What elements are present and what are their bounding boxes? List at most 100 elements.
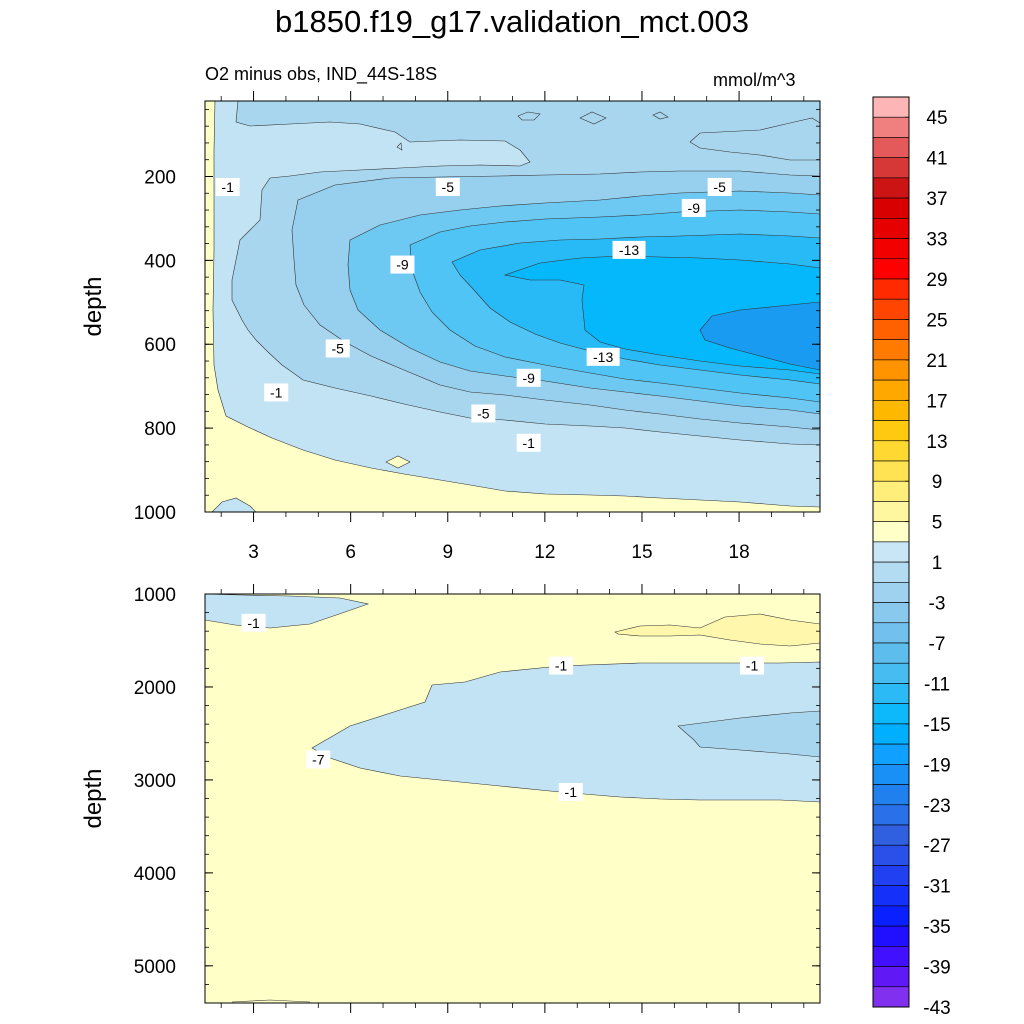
contour-label-bg	[740, 656, 765, 675]
chart-subtitle: O2 minus obs, IND_44S-18S	[205, 64, 438, 84]
colorbar-swatch	[872, 642, 910, 664]
colorbar-label: 13	[926, 432, 947, 453]
contour-label-bg	[435, 177, 460, 196]
colorbar-label: 9	[932, 472, 943, 493]
colorbar-label: -43	[923, 998, 950, 1019]
contour-label-bg	[215, 177, 240, 196]
colorbar-label: -19	[923, 755, 950, 776]
colorbar-swatch	[872, 622, 910, 644]
x-tick-label: 15	[631, 542, 652, 563]
colorbar-label: 41	[926, 149, 947, 170]
colorbar-swatch	[872, 521, 910, 543]
small-contour-c	[652, 111, 669, 120]
y-axis-title: depth	[80, 276, 107, 336]
small-contour-e	[211, 497, 257, 512]
colorbar-swatch	[872, 561, 910, 583]
colorbar-swatch	[872, 743, 910, 765]
small-contour-a	[517, 111, 541, 121]
chart-title: b1850.f19_g17.validation_mct.003	[275, 4, 749, 39]
colorbar-swatch	[872, 703, 910, 725]
colorbar-swatch	[872, 319, 910, 340]
contour-label-bg	[612, 240, 646, 259]
contour-label: -1	[522, 435, 535, 451]
colorbar-swatch	[872, 784, 910, 806]
colorbar-label: -23	[923, 796, 950, 817]
colorbar-swatch	[872, 824, 910, 846]
level-neg3-deep-tongue	[677, 710, 820, 758]
colorbar-label: 29	[926, 270, 947, 291]
colorbar-swatch	[872, 258, 910, 280]
small-contour-d	[385, 455, 411, 469]
x-tick-label: 12	[534, 542, 555, 563]
contour-label: -7	[312, 751, 325, 767]
colorbar-swatch	[872, 946, 910, 967]
x-tick-label: 3	[248, 542, 259, 563]
upper-contour-labels: -1 -1 -1 -5 -5 -5 -5 -9 -9 -9 -13 -13	[215, 177, 732, 452]
contour-label-bg	[707, 177, 732, 196]
colorbar-swatch	[872, 116, 910, 138]
contour-label-bg	[471, 404, 496, 423]
colorbar-label: -39	[923, 958, 950, 979]
small-contour-f	[396, 142, 403, 151]
level-neg23-region	[699, 301, 820, 371]
colorbar-swatch	[872, 683, 910, 704]
colorbar-label: -15	[923, 715, 950, 736]
colorbar-swatch	[872, 238, 910, 260]
colorbar-swatch	[872, 662, 910, 684]
colorbar-swatch	[872, 359, 910, 381]
colorbar-label: 45	[926, 108, 947, 129]
upper-contour-panel: -1 -1 -1 -5 -5 -5 -5 -9 -9 -9 -13 -13 200 400 600 800 1…	[80, 91, 821, 563]
colorbar-swatch	[872, 197, 910, 219]
contour-label: -5	[713, 179, 726, 195]
contour-label: -1	[270, 384, 283, 400]
contour-label: -13	[593, 349, 613, 365]
y-tick-label: 800	[144, 419, 176, 440]
contour-label-bg	[516, 433, 541, 452]
colorbar-swatch	[872, 96, 910, 118]
y-tick-label: 1000	[134, 503, 176, 524]
colorbar-swatch	[872, 157, 910, 179]
x-tick-label: 9	[442, 542, 453, 563]
y-axis-title: depth	[80, 768, 107, 828]
contour-label-bg	[390, 255, 415, 274]
colorbar-swatch	[872, 278, 910, 300]
contour-label: -1	[565, 784, 578, 800]
colorbar-swatch	[872, 541, 910, 563]
contour-label: -5	[331, 340, 344, 356]
contour-label-bg	[549, 656, 574, 675]
small-contour-b	[579, 111, 607, 125]
lower-fill-layer	[205, 594, 820, 1003]
colorbar-swatch	[872, 885, 910, 907]
y-tick-label: 5000	[134, 957, 176, 978]
y-tick-label: 1000	[134, 585, 176, 606]
contour-label-bg	[516, 368, 541, 387]
colorbar-swatch	[872, 339, 910, 361]
colorbar-swatch	[872, 501, 910, 522]
colorbar-swatch	[872, 804, 910, 826]
colorbar-label: -3	[929, 594, 946, 615]
colorbar-swatch	[872, 400, 910, 421]
colorbar-swatch	[872, 177, 910, 199]
colorbar-swatch	[872, 460, 910, 482]
contour-label: -1	[555, 658, 568, 674]
contour-label: -13	[619, 242, 639, 258]
colorbar-swatch	[872, 905, 910, 927]
colorbar-label: 25	[926, 310, 947, 331]
colorbar-label: -27	[923, 836, 950, 857]
y-tick-label: 400	[144, 251, 176, 272]
colorbar-label: -35	[923, 917, 950, 938]
colorbar-swatch	[872, 137, 910, 158]
upper-fill-layer	[205, 101, 820, 512]
y-tick-label: 3000	[134, 771, 176, 792]
upper-axes: 200 400 600 800 1000 3 6 9 12 15 18 depth	[80, 91, 820, 563]
units-label: mmol/m^3	[713, 70, 796, 90]
colorbar-swatch	[872, 844, 910, 866]
colorbar-swatch	[872, 480, 910, 502]
colorbar-swatch	[872, 420, 910, 442]
contour-label-bg	[325, 339, 350, 358]
contour-label-bg	[558, 782, 583, 801]
colorbar-swatch	[872, 218, 910, 239]
contour-label-bg	[264, 383, 289, 402]
contour-label: -9	[522, 370, 535, 386]
